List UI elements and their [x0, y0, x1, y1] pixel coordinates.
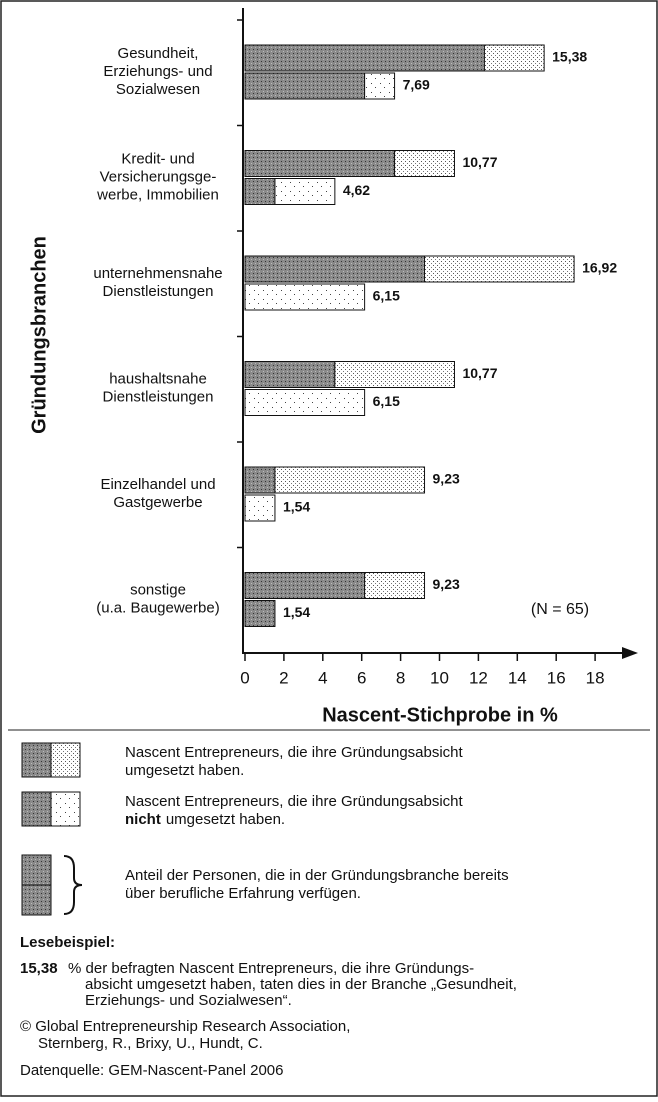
legend-rest: umgesetzt haben. — [166, 811, 285, 828]
legend-swatch — [21, 884, 52, 916]
category-label: (u.a. Baugewerbe) — [96, 599, 219, 616]
annotation: (N = 65) — [531, 601, 589, 618]
legend-text: über berufliche Erfahrung verfügen. — [125, 885, 361, 902]
value-label: 10,77 — [462, 365, 497, 381]
bar-remainder — [244, 283, 366, 311]
copyright: © Global Entrepreneurship Research Assoc… — [20, 1018, 350, 1035]
category-label: Sozialwesen — [116, 81, 200, 98]
x-tick-label: 2 — [279, 668, 288, 687]
category-label: Einzelhandel und — [100, 476, 215, 493]
bar-experienced — [244, 178, 276, 205]
value-label: 7,69 — [403, 77, 430, 93]
category-label: Versicherungsge- — [100, 168, 217, 185]
reading-title: Lesebeispiel: — [20, 934, 115, 951]
x-tick-label: 8 — [396, 668, 405, 687]
bar-experienced — [244, 255, 426, 283]
category-label: Kredit- und — [121, 150, 194, 167]
bar-remainder — [274, 178, 336, 205]
value-label: 1,54 — [283, 604, 310, 620]
x-tick-label: 6 — [357, 668, 366, 687]
bar-experienced — [244, 572, 366, 599]
bar-remainder — [424, 255, 575, 283]
category-label: werbe, Immobilien — [96, 186, 219, 203]
bar-remainder — [244, 389, 366, 416]
value-label: 9,23 — [433, 576, 460, 592]
legend-swatch — [21, 854, 52, 886]
source: Datenquelle: GEM-Nascent-Panel 2006 — [20, 1062, 283, 1079]
legend-text: Nascent Entrepreneurs, die ihre Gründung… — [125, 744, 464, 761]
x-tick-label: 12 — [469, 668, 488, 687]
bar-experienced — [244, 44, 485, 72]
x-tick-label: 18 — [586, 668, 605, 687]
reading-value: 15,38 — [20, 960, 58, 977]
brace — [63, 855, 83, 915]
value-label: 9,23 — [433, 471, 460, 487]
x-tick-label: 14 — [508, 668, 527, 687]
bar-remainder — [483, 44, 545, 72]
category-label: Dienstleistungen — [103, 283, 214, 300]
value-label: 16,92 — [582, 260, 617, 276]
bar-remainder — [274, 466, 426, 494]
x-tick-label: 0 — [240, 668, 249, 687]
reading-text: absicht umgesetzt haben, taten dies in d… — [85, 976, 517, 993]
legend-text: Anteil der Personen, die in der Gründung… — [125, 867, 509, 884]
bar-remainder — [334, 361, 455, 388]
legend-text: umgesetzt haben. — [125, 762, 244, 779]
value-label: 1,54 — [283, 499, 310, 515]
reading-text: % der befragten Nascent Entrepreneurs, d… — [68, 960, 474, 977]
value-label: 4,62 — [343, 182, 370, 198]
reading-text: Erziehungs- und Sozialwesen“. — [85, 992, 292, 1009]
legend-swatch — [50, 791, 81, 827]
value-label: 6,15 — [373, 288, 400, 304]
category-label: sonstige — [130, 581, 186, 598]
x-tick-label: 16 — [547, 668, 566, 687]
legend-text: nicht umgesetzt haben. — [125, 811, 285, 828]
bar-experienced — [244, 72, 366, 100]
category-label: Erziehungs- und — [103, 63, 212, 80]
y-axis-title: Gründungsbranchen — [28, 236, 50, 434]
x-axis-title: Nascent-Stichprobe in % — [322, 704, 558, 726]
copyright: Sternberg, R., Brixy, U., Hundt, C. — [38, 1035, 263, 1052]
legend-swatch — [50, 742, 81, 778]
axis-arrow — [622, 647, 638, 659]
bar-remainder — [364, 572, 426, 599]
bar-experienced — [244, 361, 336, 388]
legend-swatch — [21, 742, 52, 778]
category-label: Gastgewerbe — [113, 494, 202, 511]
category-label: unternehmensnahe — [93, 265, 222, 282]
bar-remainder — [394, 150, 455, 177]
x-tick-label: 4 — [318, 668, 327, 687]
x-tick-label: 10 — [430, 668, 449, 687]
bar-experienced — [244, 150, 396, 177]
legend-swatch — [21, 791, 52, 827]
bar-remainder — [244, 494, 276, 522]
bar-experienced — [244, 466, 276, 494]
bar-experienced — [244, 600, 276, 627]
value-label: 10,77 — [462, 154, 497, 170]
category-label: Gesundheit, — [118, 45, 199, 62]
value-label: 6,15 — [373, 393, 400, 409]
category-label: Dienstleistungen — [103, 388, 214, 405]
legend-bold: nicht — [125, 811, 161, 828]
bar-remainder — [364, 72, 396, 100]
category-label: haushaltsnahe — [109, 370, 207, 387]
legend-text: Nascent Entrepreneurs, die ihre Gründung… — [125, 793, 464, 810]
value-label: 15,38 — [552, 49, 587, 65]
